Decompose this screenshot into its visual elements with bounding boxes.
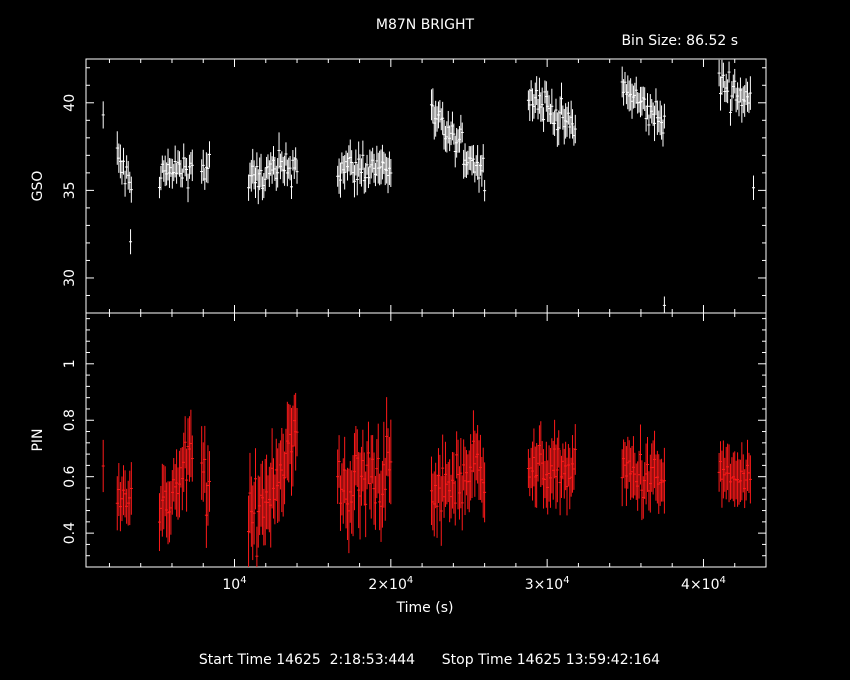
gso-axis-label: GSO	[30, 171, 46, 202]
pin-y-tick-label: 0.4	[62, 522, 78, 544]
gso-y-tick-label: 40	[62, 94, 78, 112]
pin-panel: 0.4 0.6 0.8 1 PIN	[30, 312, 767, 568]
stop-time-label: Stop Time 14625 13:59:42:164	[441, 652, 661, 668]
gso-y-tick-label: 30	[62, 269, 78, 287]
gso-axis-ticks: 30 35 40	[62, 59, 767, 314]
gso-y-tick-label: 35	[62, 181, 78, 199]
pin-panel-frame	[85, 312, 767, 568]
pin-axis-label: PIN	[30, 428, 46, 451]
chart-title: M87N BRIGHT	[376, 17, 475, 33]
pin-y-tick-label: 0.8	[62, 409, 78, 431]
x-tick-label: 104	[222, 575, 246, 593]
gso-data-series	[101, 59, 755, 313]
time-range-footer: Start Time 14625 2:18:53:444 Stop Time 1…	[0, 636, 850, 668]
pin-axis-ticks: 0.4 0.6 0.8 1	[62, 313, 767, 567]
x-tick-label: 4×104	[681, 575, 726, 593]
x-tick-label: 3×104	[525, 575, 570, 593]
pin-y-tick-label: 0.6	[62, 465, 78, 487]
x-tick-label: 2×104	[368, 575, 413, 593]
bin-size-label: Bin Size: 86.52 s	[621, 33, 738, 49]
pin-y-tick-label: 1	[62, 359, 78, 368]
x-axis-label: Time (s)	[396, 600, 454, 616]
pin-data-series	[101, 392, 752, 567]
gso-panel: 30 35 40 GSO	[30, 58, 767, 314]
start-time-label: Start Time 14625 2:18:53:444	[198, 652, 416, 668]
x-tick-labels: 104 2×104 3×104 4×104	[222, 575, 725, 593]
